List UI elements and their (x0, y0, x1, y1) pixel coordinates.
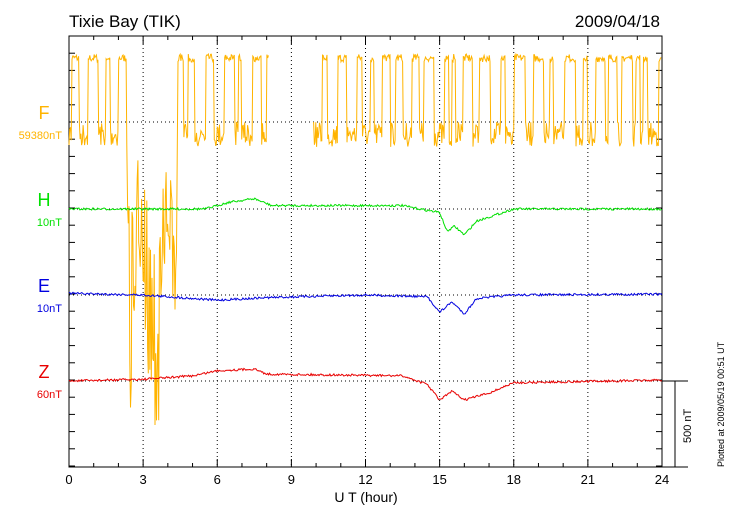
series-base-label-F: 59380nT (19, 130, 63, 142)
scale-bar-label: 500 nT (682, 408, 694, 443)
series-trace-Z (68, 367, 663, 401)
series-label-H: H (38, 190, 51, 210)
x-tick-label: 0 (65, 472, 72, 487)
x-tick-label: 6 (214, 472, 221, 487)
x-tick-label: 18 (507, 472, 521, 487)
series-label-Z: Z (39, 362, 50, 382)
x-tick-label: 3 (140, 472, 147, 487)
plotted-note: Plotted at 2009/05/19 00:51 UT (716, 341, 726, 467)
x-tick-label: 9 (288, 472, 295, 487)
series-trace-F (68, 52, 662, 426)
x-tick-label: 21 (581, 472, 595, 487)
series-label-F: F (39, 103, 50, 123)
series-trace-H (68, 197, 663, 236)
series-base-label-H: 10nT (37, 217, 62, 229)
chart-title: Tixie Bay (TIK) (69, 12, 181, 31)
series-base-label-Z: 60nT (37, 389, 62, 401)
series-label-E: E (38, 276, 50, 296)
x-tick-label: 24 (655, 472, 669, 487)
x-axis-label: U T (hour) (334, 489, 397, 505)
series-base-label-E: 10nT (37, 303, 62, 315)
series-trace-E (68, 291, 663, 315)
x-tick-label: 12 (358, 472, 372, 487)
chart-date: 2009/04/18 (575, 12, 660, 31)
x-tick-label: 15 (432, 472, 446, 487)
